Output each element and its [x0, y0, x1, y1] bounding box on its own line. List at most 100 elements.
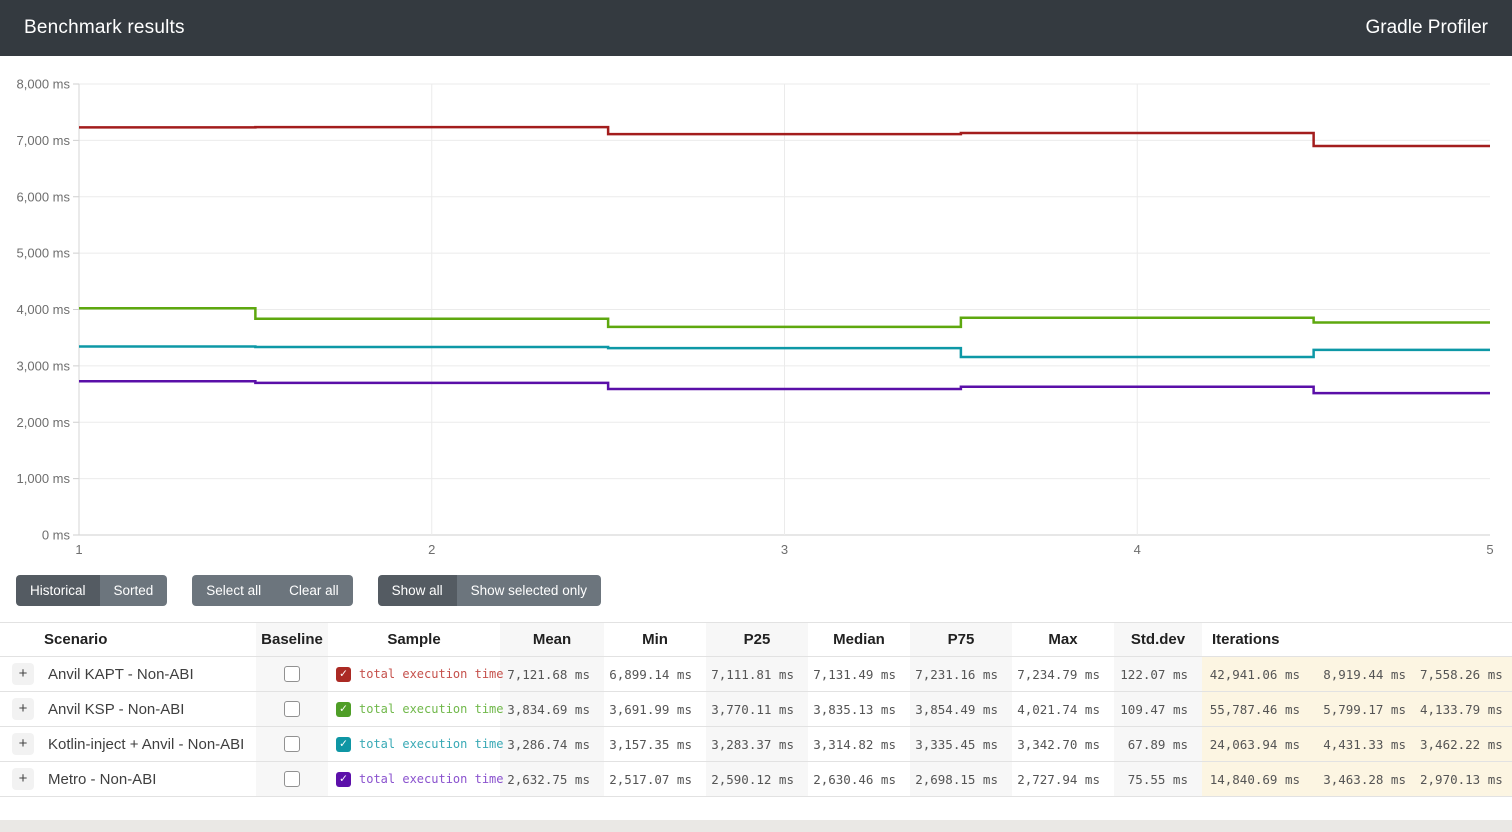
max-value: 3,342.70 ms	[1012, 726, 1114, 762]
column-header-mean: Mean	[500, 622, 604, 657]
min-value: 6,899.14 ms	[604, 656, 706, 692]
baseline-checkbox[interactable]	[284, 771, 300, 787]
table-header-row: Scenario Baseline Sample Mean Min P25 Me…	[0, 622, 1512, 657]
svg-text:1,000 ms: 1,000 ms	[17, 471, 71, 486]
column-header-sample: Sample	[328, 622, 500, 657]
sample-checkbox[interactable]: ✓	[336, 771, 351, 787]
scenario-name: Anvil KSP - Non-ABI	[44, 691, 256, 727]
stddev-value: 67.89 ms	[1114, 726, 1202, 762]
scenario-name: Metro - Non-ABI	[44, 761, 256, 797]
expand-row-button[interactable]: +	[12, 698, 34, 720]
select-all-button[interactable]: Select all	[192, 575, 276, 606]
svg-text:8,000 ms: 8,000 ms	[17, 77, 71, 92]
chart-controls: Historical Sorted Select all Clear all S…	[0, 570, 1512, 606]
mean-value: 3,286.74 ms	[500, 726, 604, 762]
sample-label: total execution time	[359, 772, 504, 786]
iteration-value: 7,558.26 ms	[1420, 656, 1512, 692]
column-header-max: Max	[1012, 622, 1114, 657]
baseline-checkbox[interactable]	[284, 666, 300, 682]
svg-text:7,000 ms: 7,000 ms	[17, 133, 71, 148]
table-row-anvil-kapt: + Anvil KAPT - Non-ABI ✓ total execution…	[0, 656, 1512, 692]
min-value: 3,691.99 ms	[604, 691, 706, 727]
sample-checkbox[interactable]: ✓	[336, 666, 351, 682]
visibility-toggle-group: Show all Show selected only	[377, 575, 601, 606]
expand-row-button[interactable]: +	[12, 663, 34, 685]
results-table: Scenario Baseline Sample Mean Min P25 Me…	[0, 622, 1512, 797]
baseline-checkbox[interactable]	[284, 701, 300, 717]
median-value: 3,314.82 ms	[808, 726, 910, 762]
mean-value: 7,121.68 ms	[500, 656, 604, 692]
benchmark-step-chart: 0 ms 1,000 ms 2,000 ms 3,000 ms 4,000 ms 5,00…	[17, 77, 1494, 558]
show-all-button[interactable]: Show all	[377, 575, 457, 606]
svg-text:4,000 ms: 4,000 ms	[17, 302, 71, 317]
table-row-metro: + Metro - Non-ABI ✓ total execution time…	[0, 761, 1512, 797]
min-value: 2,517.07 ms	[604, 761, 706, 797]
column-header-p75: P75	[910, 622, 1012, 657]
expand-row-button[interactable]: +	[12, 768, 34, 790]
p75-value: 2,698.15 ms	[910, 761, 1012, 797]
min-value: 3,157.35 ms	[604, 726, 706, 762]
column-header-p25: P25	[706, 622, 808, 657]
table-row-anvil-ksp: + Anvil KSP - Non-ABI ✓ total execution …	[0, 691, 1512, 727]
svg-text:4: 4	[1134, 542, 1141, 557]
column-header-scenario: Scenario	[44, 622, 256, 657]
stddev-value: 109.47 ms	[1114, 691, 1202, 727]
iteration-value: 8,919.44 ms	[1314, 656, 1420, 692]
median-value: 7,131.49 ms	[808, 656, 910, 692]
max-value: 2,727.94 ms	[1012, 761, 1114, 797]
baseline-checkbox[interactable]	[284, 736, 300, 752]
sample-checkbox[interactable]: ✓	[336, 736, 351, 752]
iteration-value: 42,941.06 ms	[1202, 656, 1314, 692]
column-header-baseline: Baseline	[256, 622, 328, 657]
sample-label: total execution time	[359, 667, 504, 681]
column-header-stddev: Std.dev	[1114, 622, 1202, 657]
svg-text:1: 1	[75, 542, 82, 557]
svg-text:2: 2	[428, 542, 435, 557]
max-value: 7,234.79 ms	[1012, 656, 1114, 692]
median-value: 2,630.46 ms	[808, 761, 910, 797]
p75-value: 3,335.45 ms	[910, 726, 1012, 762]
p25-value: 2,590.12 ms	[706, 761, 808, 797]
svg-text:6,000 ms: 6,000 ms	[17, 189, 71, 204]
column-header-iterations: Iterations	[1202, 622, 1512, 657]
mean-value: 2,632.75 ms	[500, 761, 604, 797]
iteration-value: 24,063.94 ms	[1202, 726, 1314, 762]
sample-label: total execution time	[359, 702, 504, 716]
window-bottom-strip	[0, 820, 1512, 832]
app-header: Benchmark results Gradle Profiler	[0, 0, 1512, 56]
page-title: Benchmark results	[24, 17, 185, 38]
median-value: 3,835.13 ms	[808, 691, 910, 727]
max-value: 4,021.74 ms	[1012, 691, 1114, 727]
svg-text:5,000 ms: 5,000 ms	[17, 246, 71, 261]
historical-button[interactable]: Historical	[16, 575, 100, 606]
sorted-button[interactable]: Sorted	[99, 575, 168, 606]
p25-value: 3,283.37 ms	[706, 726, 808, 762]
p25-value: 7,111.81 ms	[706, 656, 808, 692]
iteration-value: 2,970.13 ms	[1420, 761, 1512, 797]
table-row-kotlin-inject-anvil: + Kotlin-inject + Anvil - Non-ABI ✓ tota…	[0, 726, 1512, 762]
sample-label: total execution time	[359, 737, 504, 751]
benchmark-chart-area: 0 ms 1,000 ms 2,000 ms 3,000 ms 4,000 ms 5,00…	[0, 56, 1512, 570]
svg-text:3,000 ms: 3,000 ms	[17, 358, 71, 373]
scenario-name: Anvil KAPT - Non-ABI	[44, 656, 256, 692]
stddev-value: 75.55 ms	[1114, 761, 1202, 797]
svg-text:5: 5	[1486, 542, 1493, 557]
selection-group: Select all Clear all	[192, 575, 353, 606]
scenario-name: Kotlin-inject + Anvil - Non-ABI	[44, 726, 256, 762]
order-toggle-group: Historical Sorted	[16, 575, 168, 606]
iteration-value: 5,799.17 ms	[1314, 691, 1420, 727]
p25-value: 3,770.11 ms	[706, 691, 808, 727]
column-header-min: Min	[604, 622, 706, 657]
sample-checkbox[interactable]: ✓	[336, 701, 351, 717]
expand-row-button[interactable]: +	[12, 733, 34, 755]
p75-value: 7,231.16 ms	[910, 656, 1012, 692]
app-brand-label: Gradle Profiler	[1365, 17, 1489, 38]
mean-value: 3,834.69 ms	[500, 691, 604, 727]
iteration-value: 14,840.69 ms	[1202, 761, 1314, 797]
clear-all-button[interactable]: Clear all	[275, 575, 353, 606]
iteration-value: 4,133.79 ms	[1420, 691, 1512, 727]
iteration-value: 3,463.28 ms	[1314, 761, 1420, 797]
iteration-value: 3,462.22 ms	[1420, 726, 1512, 762]
show-selected-only-button[interactable]: Show selected only	[456, 575, 601, 606]
svg-text:2,000 ms: 2,000 ms	[17, 415, 71, 430]
